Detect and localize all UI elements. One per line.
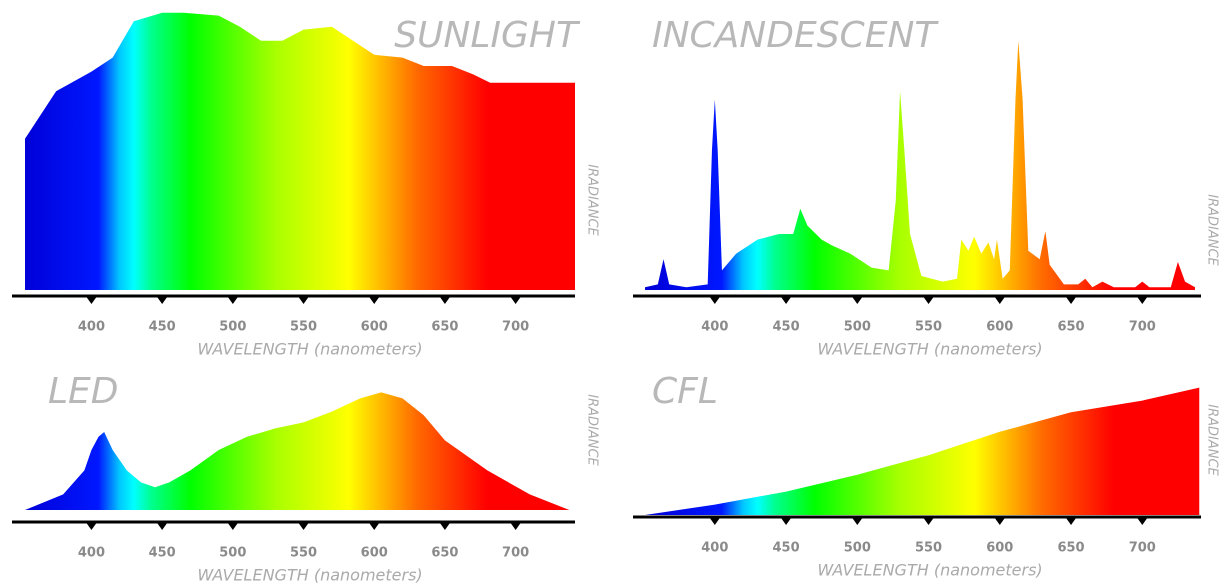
x-tick-label: 500 — [844, 541, 871, 556]
tick-mark — [781, 518, 792, 525]
x-axis-label: WAVELENGTH (nanometers) — [817, 340, 1042, 359]
y-axis-label: IRADIANCE — [1205, 194, 1220, 266]
chart-title: SUNLIGHT — [394, 15, 581, 56]
tick-mark — [510, 523, 521, 530]
x-axis-label: WAVELENGTH (nanometers) — [817, 561, 1042, 580]
x-tick-label: 550 — [290, 546, 317, 561]
x-tick-label: 600 — [361, 546, 388, 561]
x-tick-label: 650 — [1057, 320, 1084, 335]
tick-mark — [1137, 518, 1148, 525]
x-tick-label: 400 — [78, 546, 105, 561]
x-tick-label: 450 — [772, 541, 799, 556]
x-tick-label: 700 — [1129, 541, 1156, 556]
spectrum-area — [645, 387, 1200, 515]
x-tick-label: 450 — [772, 320, 799, 335]
spectrum-area — [25, 12, 575, 291]
tick-mark — [852, 297, 863, 304]
spectrum-area — [25, 392, 570, 510]
x-tick-label: 550 — [915, 541, 942, 556]
x-tick-label: 400 — [701, 541, 728, 556]
y-axis-label: IRADIANCE — [585, 164, 600, 236]
tick-mark — [227, 297, 238, 304]
chart-title: INCANDESCENT — [652, 15, 939, 56]
tick-mark — [1066, 518, 1077, 525]
x-tick-label: 400 — [701, 320, 728, 335]
tick-mark — [369, 297, 380, 304]
tick-mark — [852, 518, 863, 525]
x-tick-label: 600 — [361, 320, 388, 335]
tick-mark — [298, 297, 309, 304]
x-tick-label: 700 — [1129, 320, 1156, 335]
tick-mark — [227, 523, 238, 530]
tick-mark — [709, 297, 720, 304]
x-tick-label: 550 — [290, 320, 317, 335]
tick-mark — [157, 523, 168, 530]
tick-mark — [86, 297, 97, 304]
tick-mark — [298, 523, 309, 530]
x-tick-label: 700 — [502, 320, 529, 335]
x-tick-label: 600 — [986, 541, 1013, 556]
tick-mark — [994, 518, 1005, 525]
x-tick-label: 450 — [149, 546, 176, 561]
tick-mark — [923, 297, 934, 304]
x-tick-label: 400 — [78, 320, 105, 335]
tick-mark — [369, 523, 380, 530]
x-axis-label: WAVELENGTH (nanometers) — [197, 340, 422, 359]
tick-mark — [439, 297, 450, 304]
tick-mark — [439, 523, 450, 530]
x-tick-label: 650 — [431, 546, 458, 561]
y-axis-label: IRADIANCE — [1205, 404, 1220, 476]
tick-mark — [1066, 297, 1077, 304]
x-axis-label: WAVELENGTH (nanometers) — [197, 566, 422, 584]
y-axis-label: IRADIANCE — [585, 394, 600, 466]
x-tick-label: 500 — [219, 546, 246, 561]
x-tick-label: 500 — [219, 320, 246, 335]
x-tick-label: 650 — [1057, 541, 1084, 556]
tick-mark — [994, 297, 1005, 304]
tick-mark — [923, 518, 934, 525]
tick-mark — [709, 518, 720, 525]
spectrum-area — [645, 40, 1195, 290]
x-tick-label: 450 — [149, 320, 176, 335]
chart-title: CFL — [652, 371, 718, 412]
tick-mark — [510, 297, 521, 304]
tick-mark — [157, 297, 168, 304]
tick-mark — [86, 523, 97, 530]
x-tick-label: 500 — [844, 320, 871, 335]
x-tick-label: 550 — [915, 320, 942, 335]
x-tick-label: 700 — [502, 546, 529, 561]
chart-title: LED — [48, 371, 119, 412]
tick-mark — [781, 297, 792, 304]
x-tick-label: 600 — [986, 320, 1013, 335]
tick-mark — [1137, 297, 1148, 304]
x-tick-label: 650 — [431, 320, 458, 335]
